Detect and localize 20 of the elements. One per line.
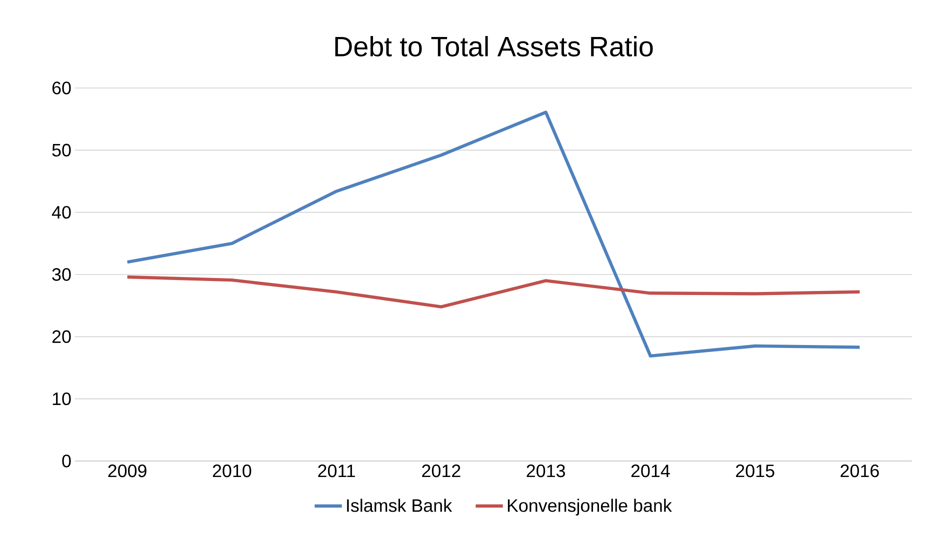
x-tick-label: 2011	[318, 464, 355, 478]
y-tick-label: 10	[52, 392, 71, 406]
y-tick-label: 30	[52, 268, 71, 281]
y-tick-label: 40	[52, 206, 71, 219]
legend-label: Konvensjonelle bank	[508, 498, 672, 516]
x-tick-label: 2010	[212, 464, 252, 478]
y-tick-label: 0	[62, 454, 71, 468]
y-tick-label: 20	[52, 330, 71, 344]
x-tick-label: 2013	[526, 464, 565, 478]
chart-title: Debt to Total Assets Ratio	[335, 36, 653, 56]
x-tick-label: 2016	[840, 464, 879, 478]
x-tick-label: 2015	[736, 464, 774, 478]
x-tick-label: 2012	[422, 464, 460, 478]
line-series	[126, 110, 862, 358]
y-tick-label: 60	[52, 82, 71, 94]
legend-label: Islamsk Bank	[347, 498, 452, 512]
x-tick-label: 2014	[631, 464, 670, 478]
x-tick-label: 2009	[108, 464, 146, 478]
line-series	[126, 275, 862, 308]
y-tick-label: 50	[52, 144, 71, 157]
